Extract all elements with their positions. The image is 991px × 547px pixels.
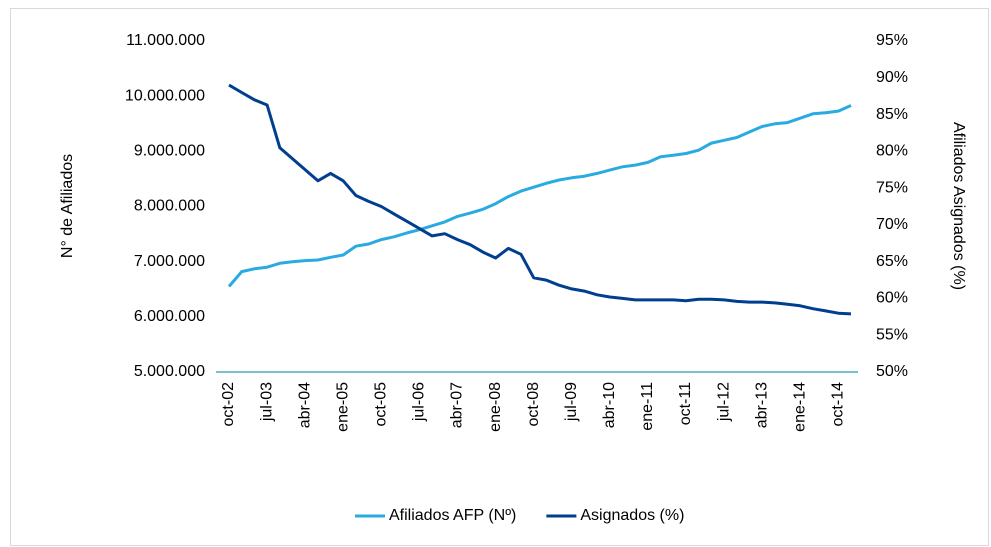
x-tick-label: ene-08 bbox=[487, 382, 504, 432]
y-tick-label: 8.000.000 bbox=[134, 198, 205, 215]
y-tick-label: 11.000.000 bbox=[126, 32, 205, 49]
x-tick-label: ene-11 bbox=[639, 382, 656, 431]
y-axis-label: N° de Afiliados bbox=[59, 154, 76, 258]
x-tick-label: abr-07 bbox=[449, 382, 466, 428]
x-tick-label: oct-05 bbox=[373, 382, 390, 427]
y2-tick-label: 55% bbox=[876, 326, 908, 343]
series-line bbox=[228, 83, 852, 316]
chart-frame bbox=[10, 8, 989, 546]
y-tick-label: 6.000.000 bbox=[134, 308, 205, 325]
x-tick-label: ene-05 bbox=[334, 382, 351, 432]
y2-tick-label: 80% bbox=[876, 143, 908, 160]
legend-label: Afiliados AFP (Nº) bbox=[389, 507, 516, 524]
y-tick-label: 10.000.000 bbox=[125, 87, 205, 104]
y-tick-label: 7.000.000 bbox=[134, 253, 205, 270]
y-tick-label: 5.000.000 bbox=[134, 363, 205, 380]
y2-tick-label: 85% bbox=[876, 106, 908, 123]
x-tick-label: oct-08 bbox=[525, 382, 542, 427]
x-tick-label: abr-10 bbox=[601, 382, 618, 428]
y2-tick-label: 50% bbox=[876, 363, 908, 380]
x-tick-label: jul-03 bbox=[258, 382, 275, 422]
x-tick-label: jul-09 bbox=[563, 382, 580, 422]
x-tick-label: jul-06 bbox=[411, 382, 428, 422]
y-tick-label: 9.000.000 bbox=[134, 143, 205, 160]
y2-tick-label: 60% bbox=[876, 290, 908, 307]
x-tick-label: jul-12 bbox=[715, 382, 732, 422]
x-tick-label: oct-14 bbox=[830, 382, 847, 427]
y2-tick-label: 90% bbox=[876, 69, 908, 86]
x-tick-label: ene-14 bbox=[791, 382, 808, 432]
y2-axis-label: Afiliados Asignados (%) bbox=[950, 122, 967, 290]
y2-tick-label: 95% bbox=[876, 32, 908, 49]
legend-label: Asignados (%) bbox=[580, 507, 684, 524]
series-line bbox=[227, 104, 852, 288]
x-tick-label: abr-04 bbox=[296, 382, 313, 428]
y2-tick-label: 75% bbox=[876, 179, 908, 196]
x-tick-label: oct-02 bbox=[220, 382, 237, 427]
y2-tick-label: 70% bbox=[876, 216, 908, 233]
y2-tick-label: 65% bbox=[876, 253, 908, 270]
x-tick-label: abr-13 bbox=[753, 382, 770, 428]
x-tick-label: oct-11 bbox=[677, 382, 694, 425]
